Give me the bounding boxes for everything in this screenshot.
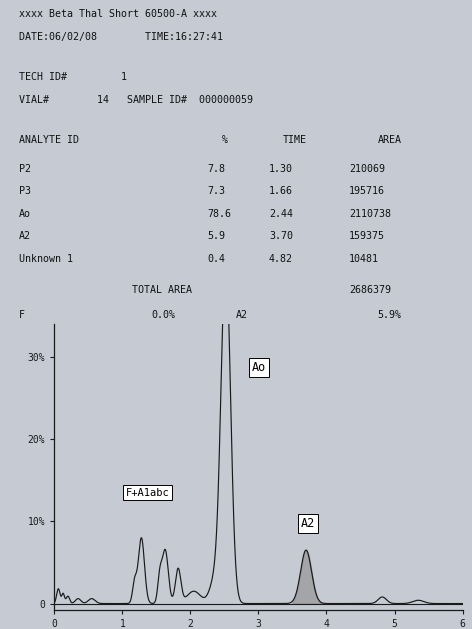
Text: Ao: Ao (252, 361, 266, 374)
Text: A2: A2 (236, 310, 248, 320)
Text: %: % (222, 135, 228, 145)
Text: 0.0%: 0.0% (151, 310, 175, 320)
Text: 5.9: 5.9 (208, 231, 226, 242)
Text: F+A1abc: F+A1abc (126, 487, 169, 498)
Text: F: F (19, 310, 25, 320)
Text: 5.9%: 5.9% (378, 310, 402, 320)
Text: 10481: 10481 (349, 254, 379, 264)
Text: AREA: AREA (378, 135, 402, 145)
Text: 1.30: 1.30 (269, 164, 293, 174)
Text: A2: A2 (301, 517, 315, 530)
Text: P2: P2 (19, 164, 31, 174)
Text: ANALYTE ID: ANALYTE ID (19, 135, 79, 145)
Text: Ao: Ao (19, 209, 31, 219)
Text: 159375: 159375 (349, 231, 385, 242)
Text: A2: A2 (19, 231, 31, 242)
Text: xxxx Beta Thal Short 60500-A xxxx: xxxx Beta Thal Short 60500-A xxxx (19, 9, 217, 19)
Text: 2110738: 2110738 (349, 209, 391, 219)
Text: P3: P3 (19, 186, 31, 196)
Text: 2686379: 2686379 (349, 284, 391, 294)
Text: 4.82: 4.82 (269, 254, 293, 264)
Text: VIAL#        14   SAMPLE ID#  000000059: VIAL# 14 SAMPLE ID# 000000059 (19, 94, 253, 104)
Text: 7.3: 7.3 (208, 186, 226, 196)
Text: 195716: 195716 (349, 186, 385, 196)
Text: 3.70: 3.70 (269, 231, 293, 242)
Text: 210069: 210069 (349, 164, 385, 174)
Text: TOTAL AREA: TOTAL AREA (132, 284, 192, 294)
Text: 78.6: 78.6 (208, 209, 232, 219)
Text: DATE:06/02/08        TIME:16:27:41: DATE:06/02/08 TIME:16:27:41 (19, 32, 223, 42)
Text: 1.66: 1.66 (269, 186, 293, 196)
Text: Unknown 1: Unknown 1 (19, 254, 73, 264)
Text: TECH ID#         1: TECH ID# 1 (19, 72, 127, 82)
Text: TIME: TIME (283, 135, 307, 145)
Text: 7.8: 7.8 (208, 164, 226, 174)
Text: 0.4: 0.4 (208, 254, 226, 264)
Text: 2.44: 2.44 (269, 209, 293, 219)
